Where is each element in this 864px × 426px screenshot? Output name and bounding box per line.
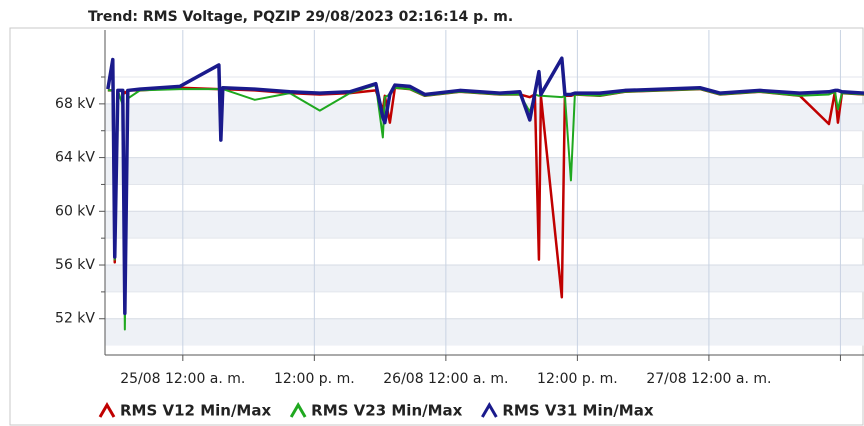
legend-label: RMS V12 Min/Max bbox=[120, 402, 271, 420]
y-tick-label: 60 kV bbox=[55, 203, 95, 219]
y-band bbox=[105, 211, 864, 239]
lines bbox=[106, 56, 864, 331]
legend-item: RMS V31 Min/Max bbox=[481, 402, 654, 420]
x-tick-label: 27/08 12:00 a. m. bbox=[646, 371, 771, 387]
x-tick-label: 26/08 12:00 a. m. bbox=[383, 371, 508, 387]
x-tick-label: 12:00 p. m. bbox=[537, 371, 618, 387]
series-line bbox=[106, 56, 864, 316]
y-tick-label: 64 kV bbox=[55, 150, 95, 166]
grid bbox=[105, 30, 864, 355]
legend-marker bbox=[98, 402, 116, 418]
y-tick-label: 52 kV bbox=[55, 311, 95, 327]
x-tick-label: 12:00 p. m. bbox=[274, 371, 355, 387]
bands bbox=[105, 103, 864, 346]
legend-label: RMS V23 Min/Max bbox=[311, 402, 462, 420]
legend-marker bbox=[289, 402, 307, 418]
y-band bbox=[105, 318, 864, 346]
y-band bbox=[105, 265, 864, 292]
y-tick-label: 68 kV bbox=[55, 96, 95, 112]
x-tick-label: 25/08 12:00 a. m. bbox=[120, 371, 245, 387]
y-band bbox=[105, 157, 864, 185]
chart-title: Trend: RMS Voltage, PQZIP 29/08/2023 02:… bbox=[88, 9, 513, 25]
axes: 52 kV 56 kV 60 kV 64 kV 68 kV 25/08 12:00 a. … bbox=[55, 30, 864, 387]
legend-item: RMS V23 Min/Max bbox=[289, 402, 463, 420]
y-tick-label: 56 kV bbox=[55, 257, 95, 273]
legend-label: RMS V31 Min/Max bbox=[502, 402, 653, 420]
legend-item: RMS V12 Min/Max bbox=[98, 402, 271, 420]
legend-marker bbox=[481, 402, 498, 418]
y-band bbox=[105, 103, 864, 131]
